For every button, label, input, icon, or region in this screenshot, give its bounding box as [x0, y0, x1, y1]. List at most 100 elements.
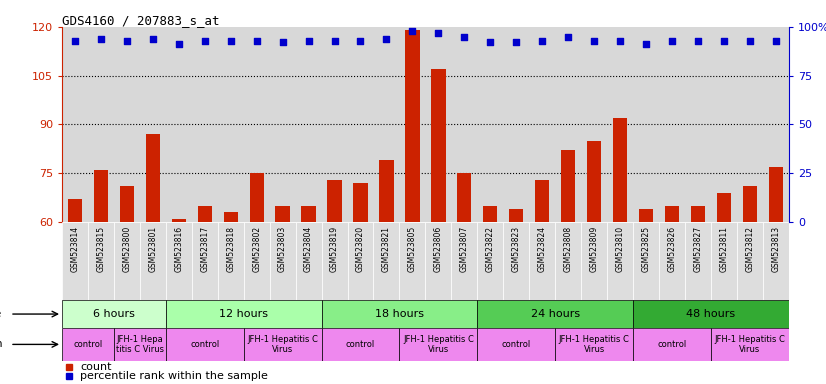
FancyBboxPatch shape — [582, 222, 607, 300]
FancyBboxPatch shape — [244, 328, 321, 361]
Point — [614, 38, 627, 44]
Point — [198, 38, 211, 44]
Text: GDS4160 / 207883_s_at: GDS4160 / 207883_s_at — [62, 14, 220, 27]
FancyBboxPatch shape — [373, 222, 400, 300]
Text: GSM523814: GSM523814 — [70, 226, 79, 272]
FancyBboxPatch shape — [192, 222, 218, 300]
FancyBboxPatch shape — [166, 328, 244, 361]
FancyBboxPatch shape — [503, 222, 529, 300]
Point — [432, 30, 445, 36]
Text: GSM523808: GSM523808 — [563, 226, 572, 272]
Point — [666, 38, 679, 44]
Text: infection: infection — [0, 339, 2, 349]
Point — [562, 33, 575, 40]
Bar — [743, 186, 757, 222]
FancyBboxPatch shape — [477, 222, 503, 300]
FancyBboxPatch shape — [269, 222, 296, 300]
Bar — [93, 170, 108, 222]
Point — [302, 38, 316, 44]
Point — [380, 35, 393, 41]
Point — [276, 40, 289, 46]
Text: GSM523802: GSM523802 — [252, 226, 261, 272]
Bar — [68, 199, 82, 222]
Bar — [406, 30, 420, 222]
FancyBboxPatch shape — [62, 300, 166, 328]
Text: control: control — [501, 340, 531, 349]
Text: JFH-1 Hepatitis C
Virus: JFH-1 Hepatitis C Virus — [714, 335, 786, 354]
FancyBboxPatch shape — [633, 300, 789, 328]
Point — [510, 40, 523, 46]
Bar — [613, 118, 627, 222]
Text: control: control — [657, 340, 686, 349]
FancyBboxPatch shape — [711, 328, 789, 361]
FancyBboxPatch shape — [763, 222, 789, 300]
Bar — [120, 186, 134, 222]
Text: GSM523820: GSM523820 — [356, 226, 365, 272]
Point — [69, 38, 82, 44]
FancyBboxPatch shape — [296, 222, 321, 300]
FancyBboxPatch shape — [400, 222, 425, 300]
Text: GSM523812: GSM523812 — [745, 226, 754, 272]
Point — [639, 41, 653, 48]
Point — [121, 38, 134, 44]
FancyBboxPatch shape — [348, 222, 373, 300]
Text: GSM523813: GSM523813 — [771, 226, 781, 272]
Bar — [431, 69, 445, 222]
Text: 12 hours: 12 hours — [219, 309, 268, 319]
Bar — [691, 206, 705, 222]
Text: 6 hours: 6 hours — [93, 309, 135, 319]
FancyBboxPatch shape — [140, 222, 166, 300]
FancyBboxPatch shape — [737, 222, 763, 300]
Bar — [457, 173, 472, 222]
Text: GSM523826: GSM523826 — [667, 226, 676, 272]
Text: GSM523822: GSM523822 — [486, 226, 495, 272]
Point — [484, 40, 497, 46]
Text: JFH-1 Hepatitis C
Virus: JFH-1 Hepatitis C Virus — [558, 335, 629, 354]
Point — [328, 38, 341, 44]
FancyBboxPatch shape — [400, 328, 477, 361]
FancyBboxPatch shape — [62, 328, 114, 361]
Bar — [665, 206, 679, 222]
Text: time: time — [0, 309, 2, 319]
Point — [691, 38, 705, 44]
Point — [146, 35, 159, 41]
Bar — [561, 151, 575, 222]
Bar — [275, 206, 290, 222]
FancyBboxPatch shape — [685, 222, 711, 300]
Bar — [354, 183, 368, 222]
Point — [743, 38, 757, 44]
FancyBboxPatch shape — [555, 222, 582, 300]
FancyBboxPatch shape — [477, 300, 633, 328]
Text: GSM523823: GSM523823 — [512, 226, 520, 272]
Point — [354, 38, 367, 44]
Bar — [197, 206, 211, 222]
Text: GSM523806: GSM523806 — [434, 226, 443, 272]
Text: GSM523801: GSM523801 — [149, 226, 157, 272]
Point — [717, 38, 730, 44]
Bar — [301, 206, 316, 222]
FancyBboxPatch shape — [166, 222, 192, 300]
Text: GSM523817: GSM523817 — [200, 226, 209, 272]
Bar — [327, 180, 342, 222]
Text: GSM523825: GSM523825 — [642, 226, 651, 272]
Point — [587, 38, 601, 44]
FancyBboxPatch shape — [555, 328, 633, 361]
Bar — [224, 212, 238, 222]
Text: 48 hours: 48 hours — [686, 309, 735, 319]
Bar — [535, 180, 549, 222]
Text: GSM523809: GSM523809 — [590, 226, 599, 272]
Text: JFH-1 Hepatitis C
Virus: JFH-1 Hepatitis C Virus — [403, 335, 474, 354]
Text: control: control — [74, 340, 102, 349]
Text: percentile rank within the sample: percentile rank within the sample — [80, 371, 268, 381]
Bar — [717, 193, 731, 222]
FancyBboxPatch shape — [477, 328, 555, 361]
Text: control: control — [346, 340, 375, 349]
Text: GSM523824: GSM523824 — [538, 226, 547, 272]
Text: GSM523803: GSM523803 — [278, 226, 287, 272]
Text: 24 hours: 24 hours — [530, 309, 580, 319]
Text: count: count — [80, 361, 112, 371]
FancyBboxPatch shape — [529, 222, 555, 300]
Text: GSM523827: GSM523827 — [694, 226, 702, 272]
Text: JFH-1 Hepatitis C
Virus: JFH-1 Hepatitis C Virus — [247, 335, 318, 354]
Point — [406, 28, 419, 34]
